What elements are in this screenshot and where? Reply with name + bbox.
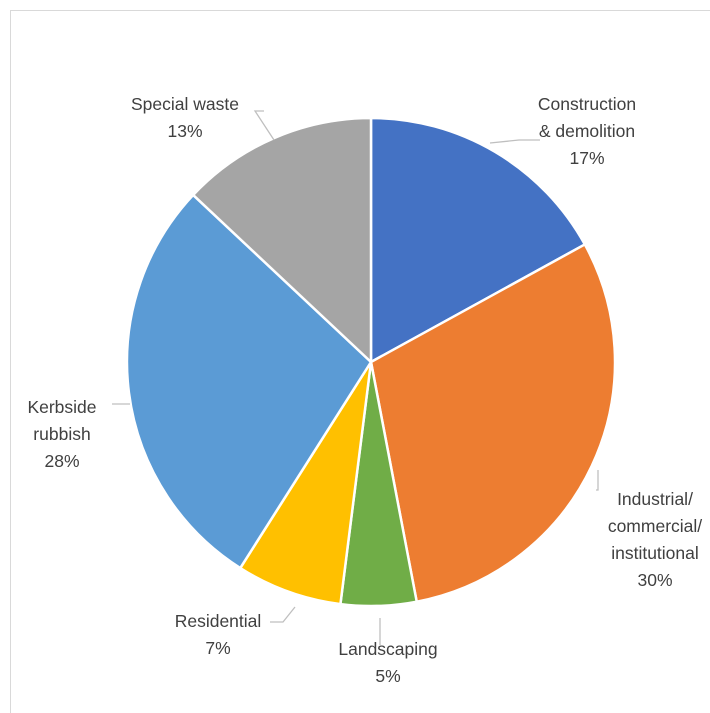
slice-label: Residential 7% — [175, 611, 262, 658]
slice-value-label: 30% — [637, 570, 672, 590]
slice-category-label: Construction — [538, 94, 636, 114]
slice-category-label: Residential — [175, 611, 262, 631]
slice-value-label: 7% — [205, 638, 230, 658]
slice-category-label: & demolition — [539, 121, 635, 141]
pie-slice-industrial-commercial-institutional — [369, 243, 617, 603]
pie-slice-special-waste — [191, 116, 373, 364]
slice-value-label: 28% — [44, 451, 79, 471]
pie-slice-kerbside-rubbish — [125, 193, 373, 570]
slice-label: Landscaping 5% — [338, 639, 437, 686]
slice-value-label: 17% — [569, 148, 604, 168]
pie-slice-construction-demolition — [369, 116, 587, 364]
slice-category-label: Landscaping — [338, 639, 437, 659]
slice-category-label: Special waste — [131, 94, 239, 114]
slice-label: Industrial/commercial/institutional 30% — [608, 489, 702, 590]
slice-category-label: institutional — [611, 543, 699, 563]
leader-line — [489, 139, 540, 144]
leader-lines — [112, 110, 599, 645]
slice-label: Special waste 13% — [131, 94, 239, 141]
slice-category-label: commercial/ — [608, 516, 702, 536]
leader-line — [253, 110, 275, 141]
slice-category-label: Industrial/ — [617, 489, 693, 509]
slice-labels: Construction & demolition 17% Industrial/co… — [27, 94, 702, 686]
slice-label: Construction & demolition 17% — [538, 94, 636, 168]
pie-slice-residential — [239, 360, 373, 606]
leader-line — [596, 470, 599, 491]
slice-value-label: 13% — [167, 121, 202, 141]
slice-value-label: 5% — [375, 666, 400, 686]
slice-category-label: Kerbside — [27, 397, 96, 417]
slice-category-label: rubbish — [33, 424, 90, 444]
leader-line — [270, 606, 296, 623]
slice-label: Kerbside rubbish 28% — [27, 397, 96, 471]
pie-slices — [125, 116, 617, 608]
